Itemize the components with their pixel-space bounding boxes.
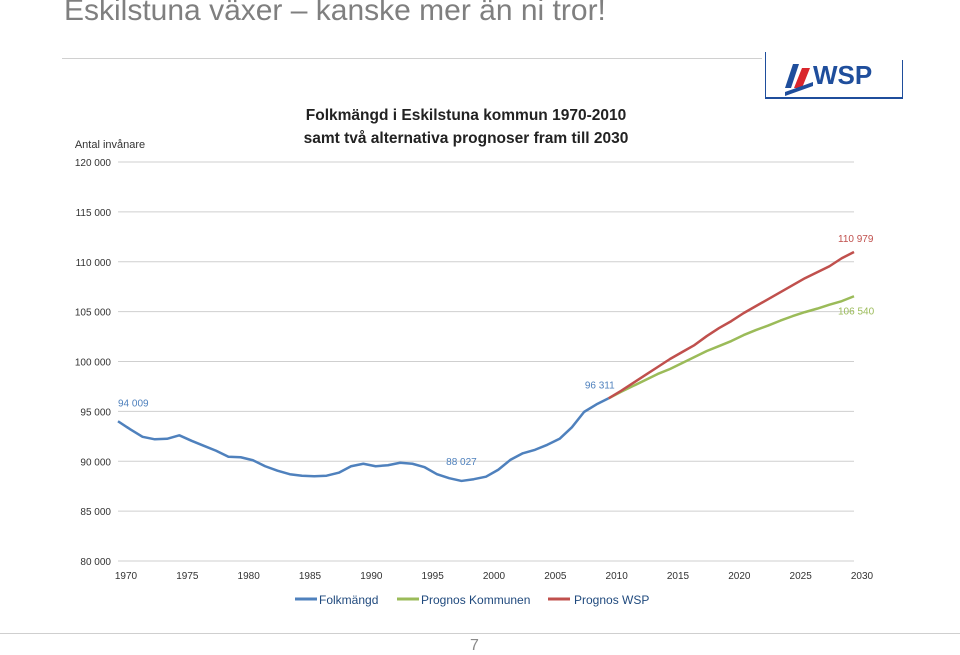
x-tick-label: 1985 bbox=[299, 571, 322, 582]
legend-label-wsp: Prognos WSP bbox=[574, 593, 649, 607]
slide-title: Eskilstuna växer – kanske mer än ni tror… bbox=[64, 0, 606, 27]
x-tick-label: 1990 bbox=[360, 571, 383, 582]
series-line-kommunen bbox=[608, 295, 855, 400]
x-tick-label: 2005 bbox=[544, 571, 567, 582]
data-label: 88 027 bbox=[446, 457, 477, 468]
y-tick-label: 105 000 bbox=[75, 308, 112, 319]
legend: Folkmängd Prognos Kommunen Prognos WSP bbox=[295, 593, 649, 607]
y-tick-label: 115 000 bbox=[76, 208, 112, 219]
logo-mark-blue bbox=[785, 64, 799, 88]
grid-layer bbox=[118, 161, 854, 562]
x-tick-label: 2020 bbox=[728, 571, 751, 582]
logo-mark-red bbox=[794, 68, 810, 88]
y-tick-label: 120 000 bbox=[75, 158, 112, 169]
y-axis-label: Antal invånare bbox=[75, 139, 145, 151]
y-tick-label: 110 000 bbox=[76, 258, 112, 269]
x-tick-label: 1980 bbox=[238, 571, 261, 582]
data-label: 110 979 bbox=[838, 234, 874, 245]
title-divider bbox=[62, 58, 762, 59]
series-layer bbox=[117, 250, 855, 483]
series-line-folkmangd bbox=[117, 397, 610, 483]
x-tick-label: 1995 bbox=[422, 571, 445, 582]
y-tick-label: 100 000 bbox=[75, 358, 112, 369]
y-tick-label: 85 000 bbox=[80, 507, 111, 518]
axis-layer: 80 000 85 000 90 000 95 000 100 000 105 000 11… bbox=[75, 158, 874, 582]
x-tick-label: 2015 bbox=[667, 571, 690, 582]
logo-mark-base bbox=[785, 82, 813, 96]
x-tick-label: 2010 bbox=[606, 571, 629, 582]
chart-title-line-2: samt två alternativa prognoser fram till… bbox=[304, 130, 629, 147]
x-tick-label: 2000 bbox=[483, 571, 506, 582]
data-label: 94 009 bbox=[118, 398, 149, 409]
data-label: 106 540 bbox=[838, 306, 875, 317]
x-tick-label: 2030 bbox=[851, 571, 874, 582]
x-tick-label: 1970 bbox=[115, 571, 138, 582]
y-tick-label: 80 000 bbox=[80, 557, 111, 568]
page-number: 7 bbox=[470, 637, 479, 654]
x-tick-label: 2025 bbox=[790, 571, 813, 582]
y-tick-label: 95 000 bbox=[80, 407, 111, 418]
footer-divider bbox=[0, 633, 960, 634]
logo-wordmark: WSP bbox=[813, 60, 872, 90]
series-line-wsp bbox=[608, 250, 855, 400]
legend-label-kommunen: Prognos Kommunen bbox=[421, 593, 530, 607]
chart-title-line-1: Folkmängd i Eskilstuna kommun 1970-2010 bbox=[306, 107, 626, 124]
data-label: 96 311 bbox=[585, 380, 615, 391]
x-tick-label: 1975 bbox=[176, 571, 199, 582]
y-tick-label: 90 000 bbox=[80, 457, 111, 468]
legend-label-folkmangd: Folkmängd bbox=[319, 593, 378, 607]
label-layer: 94 009 88 027 96 311 110 979 106 540 bbox=[118, 234, 875, 468]
